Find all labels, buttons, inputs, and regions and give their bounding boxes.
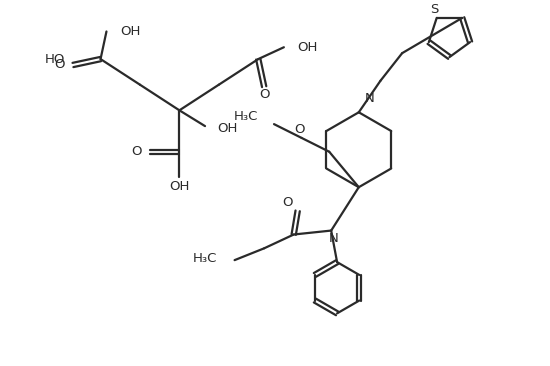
Text: OH: OH — [120, 25, 141, 38]
Text: O: O — [131, 145, 142, 158]
Text: OH: OH — [169, 180, 190, 193]
Text: N: N — [365, 92, 375, 105]
Text: N: N — [328, 232, 338, 245]
Text: O: O — [54, 59, 65, 71]
Text: HO: HO — [45, 53, 65, 66]
Text: OH: OH — [217, 122, 237, 135]
Text: H₃C: H₃C — [192, 252, 217, 265]
Text: O: O — [283, 197, 293, 209]
Text: O: O — [259, 88, 270, 101]
Text: O: O — [294, 123, 305, 135]
Text: H₃C: H₃C — [234, 110, 258, 123]
Text: OH: OH — [298, 41, 318, 54]
Text: S: S — [431, 3, 439, 15]
